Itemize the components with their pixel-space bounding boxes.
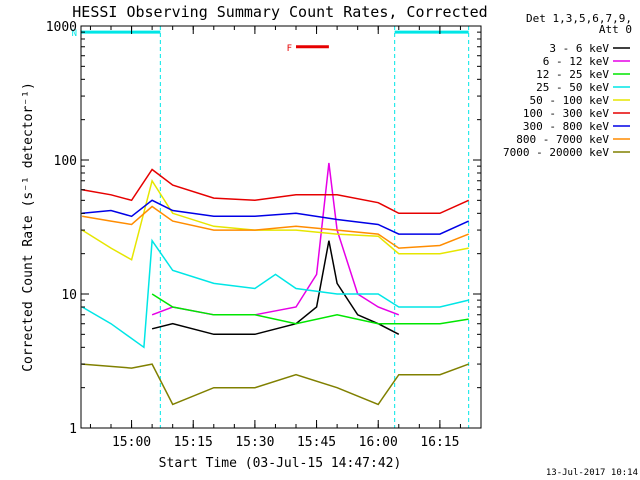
series-line-7000-20000-kev — [82, 363, 469, 406]
y-tick-label: 1000 — [46, 20, 77, 35]
legend-header-line-1: Det 1,3,5,6,7,9, — [526, 12, 632, 25]
legend-label-100-300-kev: 100 - 300 keV — [523, 107, 609, 120]
plot-frame — [80, 25, 482, 429]
series-line-3-6-kev — [151, 240, 400, 336]
series-line-100-300-kev — [82, 168, 470, 215]
y-tick-label: 10 — [61, 288, 77, 303]
legend-label-50-100-kev: 50 - 100 keV — [530, 94, 610, 107]
legend-label-6-12-kev: 6 - 12 keV — [543, 55, 610, 68]
legend-label-3-6-kev: 3 - 6 keV — [549, 42, 609, 55]
footer-date: 13-Jul-2017 10:14 — [546, 468, 638, 478]
series-lines — [81, 162, 470, 406]
x-tick-label: 16:15 — [420, 435, 459, 450]
axes: 1 10 100 1000 15:00 15:15 15:30 15:45 16:00 16:15 — [46, 20, 482, 450]
y-tick-label: 100 — [54, 154, 77, 169]
chart-title: HESSI Observing Summary Count Rates, Cor… — [72, 3, 487, 21]
series-line-12-25-kev — [151, 293, 469, 325]
flag-bars: NF — [72, 29, 469, 54]
x-axis-label: Start Time (03-Jul-15 14:47:42) — [159, 456, 402, 471]
legend-label-800-7000-kev: 800 - 7000 keV — [516, 133, 609, 146]
x-tick-label: 15:45 — [297, 435, 336, 450]
y-axis-label: Corrected Count Rate (s⁻¹ detector⁻¹) — [21, 82, 36, 372]
legend-label-25-50-kev: 25 - 50 keV — [536, 81, 609, 94]
series-line-800-7000-kev — [82, 205, 469, 249]
flag-label-f: F — [287, 44, 292, 54]
legend-label-300-800-kev: 300 - 800 keV — [523, 120, 609, 133]
legend-label-7000-20000-kev: 7000 - 20000 keV — [503, 146, 609, 159]
legend-label-12-25-kev: 12 - 25 keV — [536, 68, 609, 81]
legend-header-line-2: Att 0 — [599, 23, 632, 36]
y-tick-label: 1 — [69, 422, 77, 437]
x-tick-label: 16:00 — [359, 435, 398, 450]
series-line-25-50-kev — [81, 238, 469, 349]
x-tick-label: 15:00 — [112, 435, 151, 450]
flag-label-n: N — [72, 29, 77, 39]
x-tick-label: 15:15 — [174, 435, 213, 450]
series-line-300-800-kev — [82, 199, 470, 235]
x-tick-label: 15:30 — [235, 435, 274, 450]
